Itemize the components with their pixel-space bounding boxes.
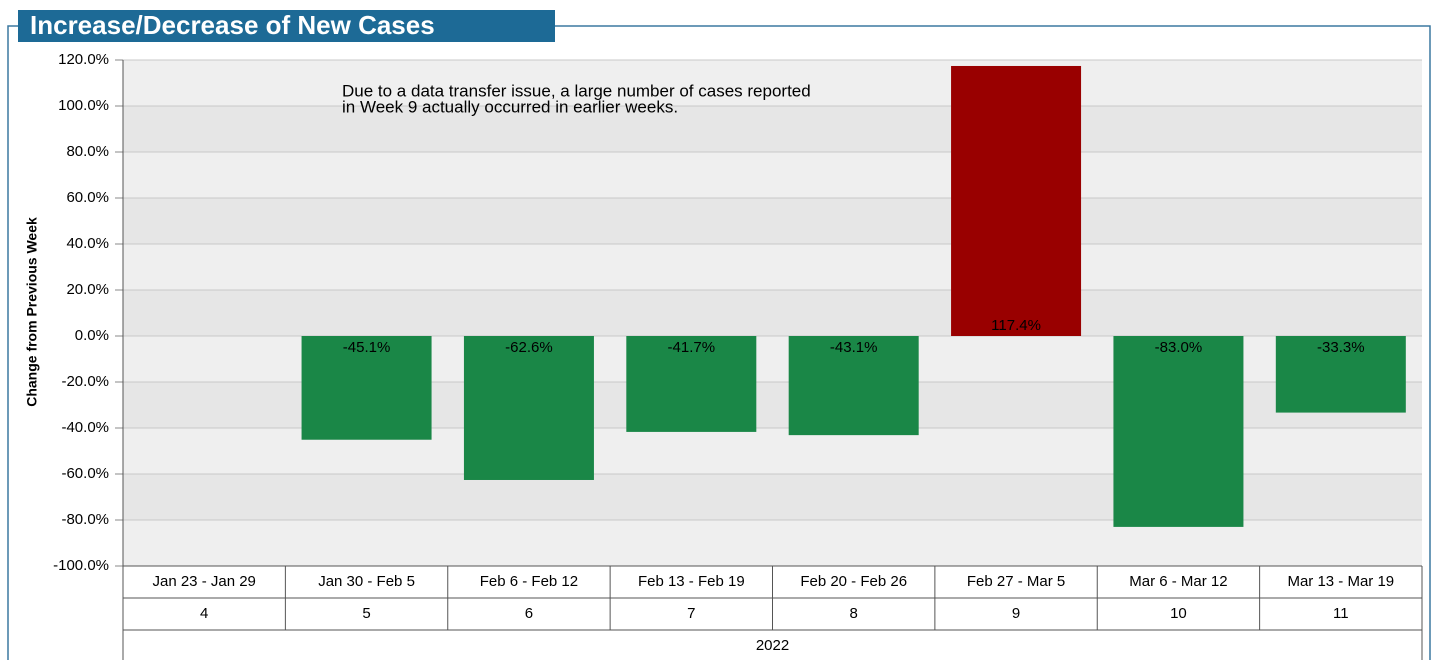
week-label: 10 [1170, 605, 1187, 622]
week-label: 5 [362, 605, 370, 622]
x-tick-label: Mar 6 - Mar 12 [1129, 573, 1227, 590]
x-tick-label: Jan 30 - Feb 5 [318, 573, 415, 590]
bar [626, 336, 757, 432]
bar [788, 336, 919, 436]
bar [951, 65, 1082, 336]
y-tick-label: -40.0% [61, 419, 109, 436]
annotation: in Week 9 actually occurred in earlier w… [342, 97, 678, 116]
plot-band [123, 244, 1422, 290]
plot-band [123, 60, 1422, 106]
plot-band [123, 152, 1422, 198]
plot-band [123, 198, 1422, 244]
x-tick-label: Feb 27 - Mar 5 [967, 573, 1065, 590]
week-label: 11 [1333, 605, 1349, 622]
week-label: 4 [200, 605, 208, 622]
y-tick-label: 100.0% [58, 97, 109, 114]
y-tick-label: 20.0% [66, 281, 109, 298]
bar [1275, 336, 1406, 413]
bar [1113, 336, 1244, 527]
value-label: -45.1% [343, 339, 391, 356]
plot-band [123, 290, 1422, 336]
y-tick-label: -80.0% [61, 511, 109, 528]
y-tick-label: -100.0% [53, 557, 109, 574]
y-axis-label: Change from Previous Week [24, 217, 40, 407]
frame [7, 25, 1431, 660]
value-label: -62.6% [505, 339, 553, 356]
chart-title: Increase/Decrease of New Cases [30, 10, 435, 40]
y-tick-label: 40.0% [66, 235, 109, 252]
year-label: 2022 [756, 637, 789, 654]
value-label: 117.4% [991, 317, 1041, 334]
x-tick-label: Jan 23 - Jan 29 [152, 573, 255, 590]
week-label: 6 [525, 605, 533, 622]
y-tick-label: 0.0% [75, 327, 109, 344]
plot-band [123, 106, 1422, 152]
title-box [18, 10, 555, 42]
x-tick-label: Feb 20 - Feb 26 [800, 573, 907, 590]
y-tick-label: -60.0% [61, 465, 109, 482]
x-tick-label: Feb 13 - Feb 19 [638, 573, 745, 590]
y-tick-label: 120.0% [58, 51, 109, 68]
annotation: Due to a data transfer issue, a large nu… [342, 81, 811, 100]
y-tick-label: -20.0% [61, 373, 109, 390]
value-label: -41.7% [668, 339, 716, 356]
plot-band [123, 520, 1422, 566]
y-tick-label: 60.0% [66, 189, 109, 206]
value-label: -33.3% [1317, 339, 1365, 356]
x-tick-label: Feb 6 - Feb 12 [480, 573, 578, 590]
y-tick-label: 80.0% [66, 143, 109, 160]
bar [301, 336, 432, 440]
value-label: -83.0% [1155, 339, 1203, 356]
week-label: 7 [687, 605, 695, 622]
week-label: 8 [850, 605, 858, 622]
bar [463, 336, 594, 480]
value-label: -43.1% [830, 339, 878, 356]
x-tick-label: Mar 13 - Mar 19 [1287, 573, 1394, 590]
week-label: 9 [1012, 605, 1020, 622]
